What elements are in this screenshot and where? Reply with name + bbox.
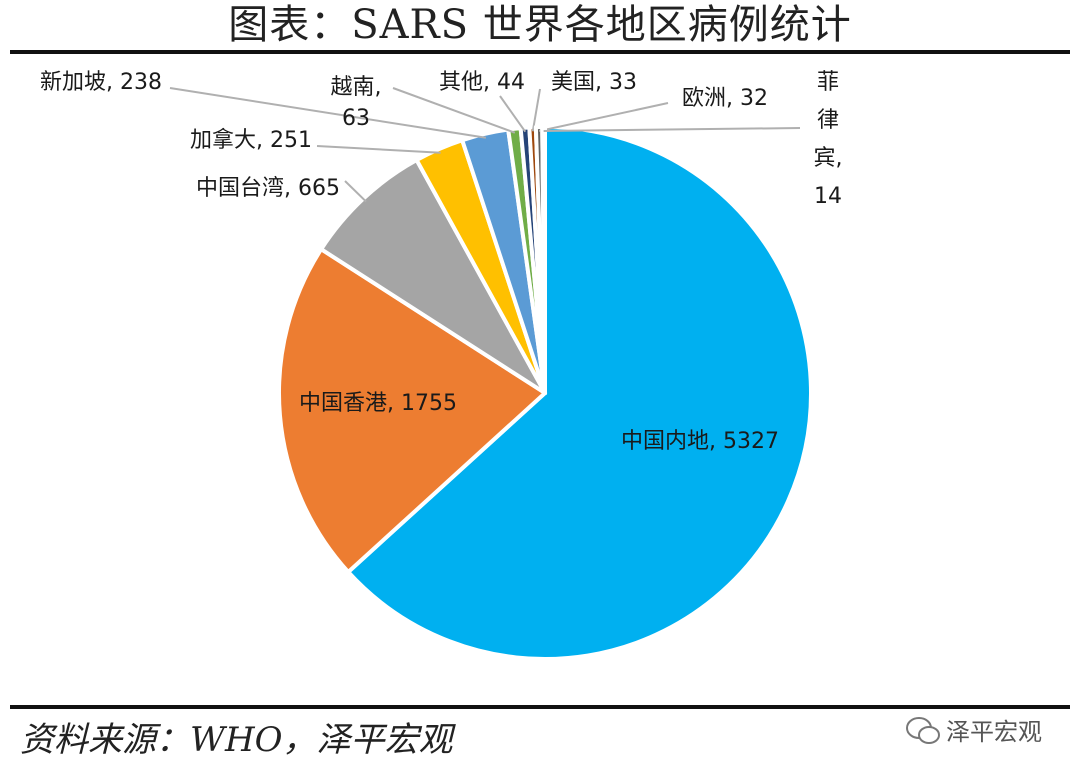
leader-line — [392, 87, 516, 134]
chart-title: 图表：SARS 世界各地区病例统计 — [228, 2, 852, 48]
pie-slice — [277, 247, 547, 575]
pie-slice — [346, 125, 813, 661]
leader-line — [316, 145, 441, 154]
slice-label: 中国内地, 5327 — [621, 429, 779, 454]
wechat-icon — [906, 717, 940, 744]
leader-line — [538, 102, 669, 133]
pie-chart: 中国内地, 5327 中国香港, 1755 中国台湾, 665 加拿大, 251 新加坡… — [40, 70, 843, 661]
top-rule — [10, 50, 1070, 54]
leader-line — [169, 87, 487, 139]
slice-label: 加拿大, 251 — [190, 127, 312, 153]
slice-label: 中国台湾, 665 — [196, 176, 340, 201]
bottom-rule — [10, 705, 1070, 709]
source-note: 资料来源：WHO，泽平宏观 — [20, 720, 453, 760]
leader-line — [531, 88, 541, 132]
brand-name: 泽平宏观 — [946, 718, 1042, 746]
slice-label: 其他, 44 — [439, 70, 525, 95]
slice-label: 越南, 63 — [331, 75, 382, 131]
slice-label: 菲律宾, 14 — [814, 70, 843, 209]
pie-slice — [540, 125, 547, 395]
leader-line — [543, 127, 801, 132]
leader-line — [499, 95, 527, 133]
slice-label: 欧洲, 32 — [682, 86, 768, 111]
leader-line — [344, 180, 367, 203]
slice-label: 中国香港, 1755 — [299, 391, 457, 416]
brand-watermark: 泽平宏观 — [906, 714, 1042, 750]
slice-label: 美国, 33 — [551, 70, 637, 95]
slice-label: 新加坡, 238 — [40, 70, 162, 95]
